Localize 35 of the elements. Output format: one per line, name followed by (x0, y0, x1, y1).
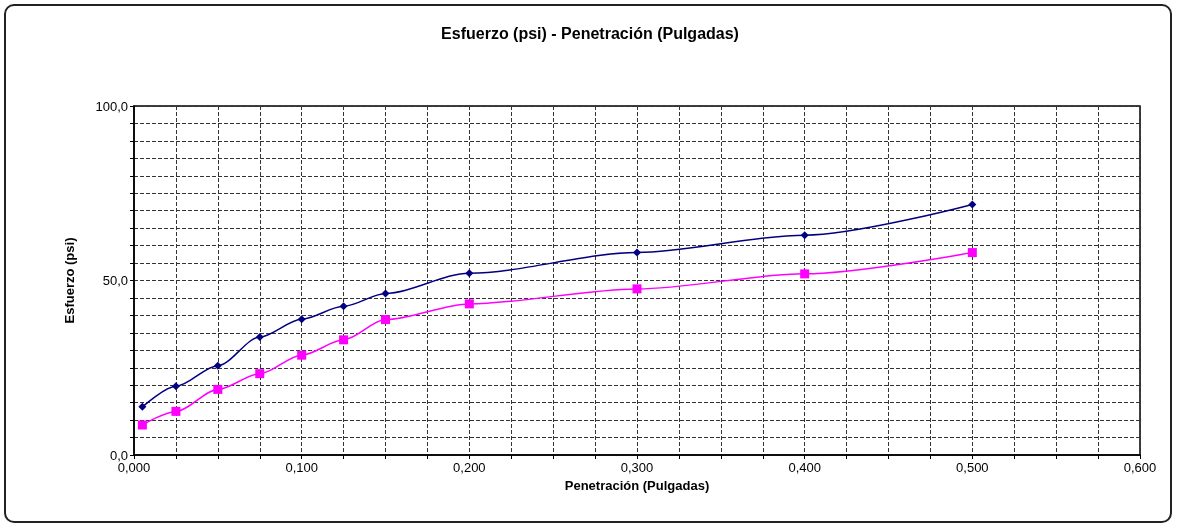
point (213, 384, 223, 394)
point (632, 284, 642, 294)
y-axis-title: Esfuerzo (psi) (62, 237, 77, 324)
x-tick-label: 0,400 (788, 460, 821, 475)
x-tick-label: 0,600 (1123, 460, 1157, 475)
point (171, 382, 180, 391)
x-tick-label: 0,100 (285, 460, 318, 475)
point (339, 302, 348, 311)
point (297, 350, 307, 360)
point (464, 299, 474, 309)
point (800, 231, 809, 240)
y-tick-label: 50,0 (102, 273, 128, 288)
x-tick-label: 0,500 (956, 460, 989, 475)
point (381, 315, 390, 325)
chart-title: Esfuerzo (psi) - Penetración (Pulgadas) (441, 24, 739, 42)
point (968, 200, 977, 209)
point (138, 402, 147, 411)
point (137, 420, 147, 430)
point (297, 315, 306, 324)
y-tick-label: 0,0 (109, 447, 128, 463)
point (800, 269, 810, 279)
y-tick-label: 100,0 (95, 98, 128, 114)
point (255, 333, 264, 342)
x-tick-label: 0,200 (453, 460, 486, 475)
x-tick-label: 0,300 (620, 460, 654, 475)
point (255, 369, 265, 379)
point (171, 406, 181, 416)
point (213, 361, 222, 370)
point (967, 248, 977, 258)
point (339, 335, 349, 345)
point (633, 248, 641, 257)
x-axis-title: Penetración (Pulgadas) (564, 478, 710, 493)
point (465, 269, 474, 278)
x-tick-label: 0,000 (117, 460, 151, 475)
point (381, 289, 390, 298)
